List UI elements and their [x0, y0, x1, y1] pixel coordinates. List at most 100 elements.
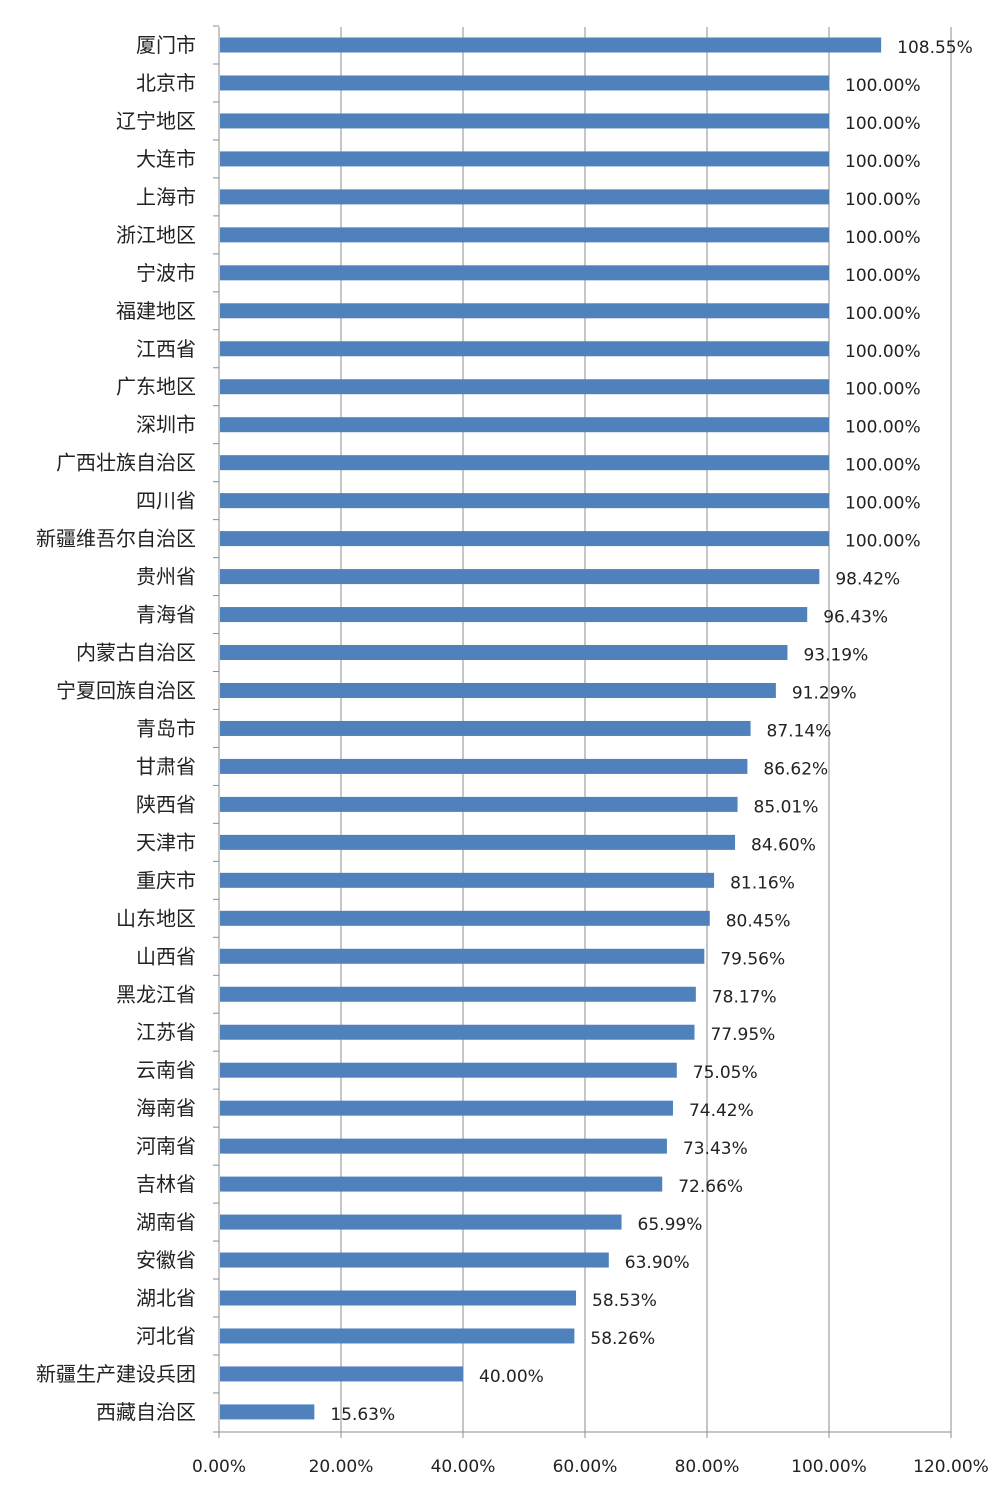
bar — [220, 1366, 463, 1382]
x-tick-label: 20.00% — [309, 1457, 374, 1477]
category-label: 江苏省 — [136, 1020, 196, 1044]
category-label: 深圳市 — [136, 413, 196, 437]
bar — [220, 1062, 677, 1078]
bar — [220, 1214, 622, 1230]
x-tick-label: 80.00% — [675, 1457, 740, 1477]
bar — [220, 75, 829, 91]
data-label: 40.00% — [479, 1367, 544, 1387]
category-label: 宁夏回族自治区 — [56, 678, 196, 702]
bar — [220, 113, 829, 129]
data-label: 100.00% — [845, 266, 921, 286]
data-label: 85.01% — [754, 797, 819, 817]
category-label: 西藏自治区 — [96, 1400, 196, 1424]
bar — [220, 379, 829, 395]
category-label: 浙江地区 — [116, 223, 196, 247]
data-label: 78.17% — [712, 987, 777, 1007]
category-label: 福建地区 — [116, 299, 196, 323]
bar — [220, 455, 829, 471]
data-label: 80.45% — [726, 911, 791, 931]
category-label: 宁波市 — [136, 261, 196, 285]
data-label: 100.00% — [845, 494, 921, 514]
data-label: 91.29% — [792, 683, 857, 703]
x-tick-label: 100.00% — [791, 1457, 867, 1477]
category-label: 湖南省 — [136, 1210, 196, 1234]
bar — [220, 227, 829, 243]
category-label: 大连市 — [136, 147, 196, 171]
data-label: 98.42% — [835, 570, 900, 590]
bar — [220, 796, 738, 812]
bar — [220, 493, 829, 509]
bar — [220, 834, 736, 850]
data-label: 100.00% — [845, 114, 921, 134]
bar — [220, 37, 882, 53]
category-label: 陕西省 — [136, 792, 196, 816]
category-label: 内蒙古自治区 — [76, 641, 196, 665]
data-label: 100.00% — [845, 456, 921, 476]
category-label: 河南省 — [136, 1134, 196, 1158]
bar — [220, 531, 829, 547]
bar — [220, 1100, 673, 1116]
category-label: 山东地区 — [116, 906, 196, 930]
x-tick-label: 120.00% — [913, 1457, 989, 1477]
bar — [220, 645, 788, 661]
bar — [220, 1176, 663, 1192]
data-label: 65.99% — [638, 1215, 703, 1235]
bar — [220, 682, 776, 698]
category-label: 北京市 — [136, 71, 196, 95]
data-label: 81.16% — [730, 873, 795, 893]
bar — [220, 569, 820, 585]
category-label: 甘肃省 — [136, 754, 196, 778]
x-tick-label: 60.00% — [553, 1457, 618, 1477]
category-label: 辽宁地区 — [116, 109, 196, 133]
data-label: 100.00% — [845, 532, 921, 552]
data-label: 100.00% — [845, 418, 921, 438]
data-label: 108.55% — [897, 38, 973, 58]
bar — [220, 758, 748, 774]
bar — [220, 1252, 609, 1268]
data-label: 74.42% — [689, 1101, 754, 1121]
data-label: 58.26% — [590, 1329, 655, 1349]
bar — [220, 1328, 575, 1344]
category-label: 黑龙江省 — [116, 982, 196, 1006]
category-label: 厦门市 — [136, 33, 196, 57]
category-label: 上海市 — [136, 185, 196, 209]
data-label: 93.19% — [803, 646, 868, 666]
category-label: 新疆维吾尔自治区 — [36, 527, 196, 551]
x-tick-label: 40.00% — [431, 1457, 496, 1477]
category-label: 广东地区 — [116, 375, 196, 399]
bar — [220, 1404, 315, 1420]
data-label: 100.00% — [845, 342, 921, 362]
bar — [220, 189, 829, 205]
bar — [220, 872, 715, 888]
data-label: 75.05% — [693, 1063, 758, 1083]
data-label: 79.56% — [720, 949, 785, 969]
data-label: 73.43% — [683, 1139, 748, 1159]
category-label: 广西壮族自治区 — [56, 451, 196, 475]
category-label: 重庆市 — [136, 868, 196, 892]
category-label: 江西省 — [136, 337, 196, 361]
category-label: 青海省 — [136, 603, 196, 627]
bar — [220, 607, 808, 623]
data-label: 100.00% — [845, 304, 921, 324]
category-label: 天津市 — [136, 830, 196, 854]
bar — [220, 303, 829, 319]
category-label: 四川省 — [136, 489, 196, 513]
bar — [220, 151, 829, 167]
bar — [220, 1024, 695, 1040]
category-label: 海南省 — [136, 1096, 196, 1120]
category-label: 湖北省 — [136, 1286, 196, 1310]
data-label: 77.95% — [710, 1025, 775, 1045]
bar — [220, 341, 829, 357]
data-label: 87.14% — [767, 721, 832, 741]
bar — [220, 417, 829, 433]
category-label: 青岛市 — [136, 716, 196, 740]
data-label: 84.60% — [751, 835, 816, 855]
category-label: 安徽省 — [136, 1248, 196, 1272]
category-label: 吉林省 — [136, 1172, 196, 1196]
data-label: 100.00% — [845, 190, 921, 210]
x-tick-label: 0.00% — [192, 1457, 246, 1477]
category-label: 河北省 — [136, 1324, 196, 1348]
data-label: 100.00% — [845, 380, 921, 400]
